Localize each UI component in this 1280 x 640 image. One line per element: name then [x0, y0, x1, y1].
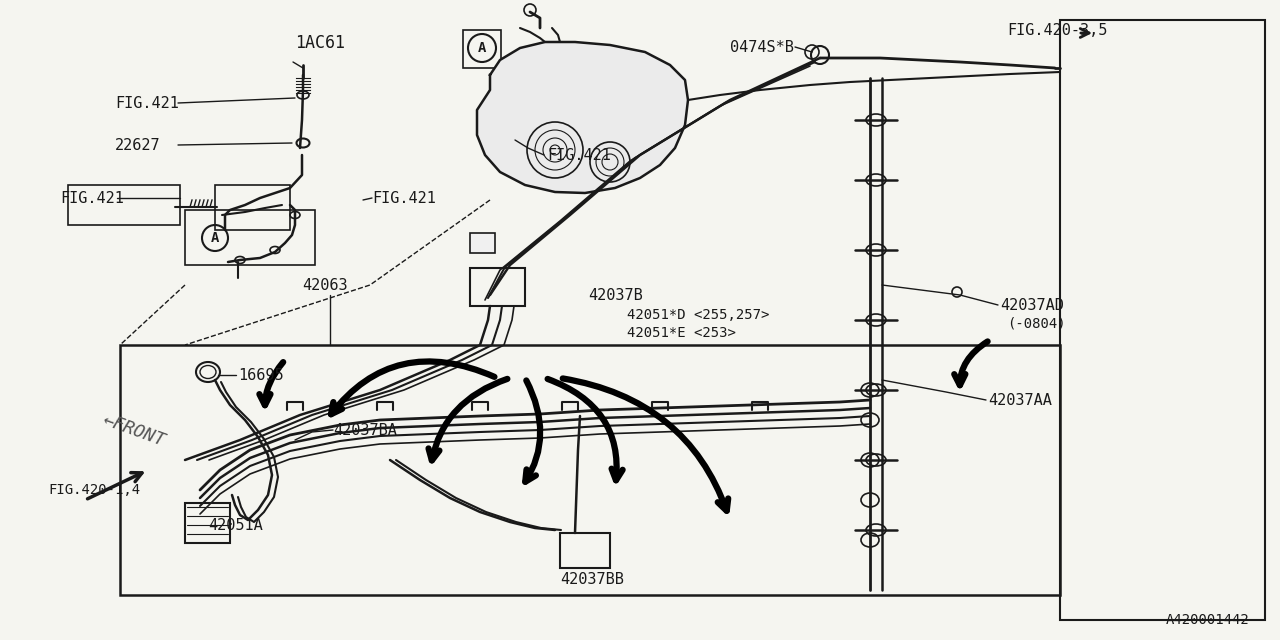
Text: 0474S*B: 0474S*B: [730, 40, 794, 54]
Text: A: A: [211, 231, 219, 245]
Text: 22627: 22627: [115, 138, 160, 152]
Text: A: A: [477, 41, 486, 55]
Text: A420001442: A420001442: [1166, 613, 1251, 627]
Text: FIG.421: FIG.421: [372, 191, 436, 205]
Bar: [561, 533, 611, 568]
Text: 42051*E <253>: 42051*E <253>: [627, 326, 736, 340]
Bar: [186, 503, 230, 543]
Text: FIG.420-1,4: FIG.420-1,4: [49, 483, 140, 497]
Text: 42051A: 42051A: [209, 518, 262, 532]
Bar: [1060, 20, 1265, 620]
Bar: [470, 233, 495, 253]
Text: 42063: 42063: [302, 278, 348, 292]
Text: 1AC61: 1AC61: [294, 34, 346, 52]
Text: FIG.421: FIG.421: [60, 191, 124, 205]
Text: 42037BA: 42037BA: [333, 422, 397, 438]
Text: 42037B: 42037B: [588, 287, 643, 303]
Text: (-0804): (-0804): [1007, 316, 1066, 330]
Bar: [120, 345, 1060, 595]
Bar: [470, 268, 525, 306]
Text: 42037BB: 42037BB: [561, 573, 623, 588]
Bar: [215, 185, 291, 230]
Text: 42051*D <255,257>: 42051*D <255,257>: [627, 308, 769, 322]
Text: 16695: 16695: [238, 367, 284, 383]
Text: FIG.420-3,5: FIG.420-3,5: [1007, 22, 1108, 38]
Polygon shape: [477, 42, 689, 193]
Text: FIG.421: FIG.421: [547, 147, 611, 163]
Text: ←FRONT: ←FRONT: [100, 410, 168, 450]
Bar: [68, 185, 180, 225]
Text: 42037AD: 42037AD: [1000, 298, 1064, 312]
Bar: [186, 210, 315, 265]
Text: 42037AA: 42037AA: [988, 392, 1052, 408]
Bar: [463, 30, 500, 68]
Text: FIG.421: FIG.421: [115, 95, 179, 111]
